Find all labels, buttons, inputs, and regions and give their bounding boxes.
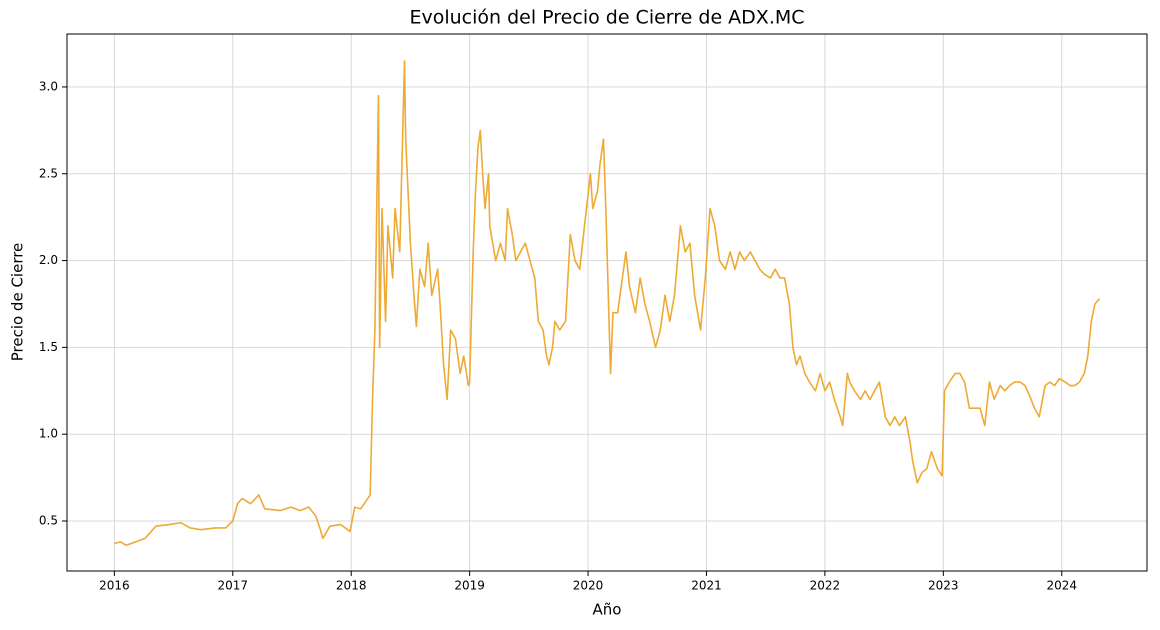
x-axis-label: Año [593, 601, 622, 619]
y-tick-label: 2.0 [39, 253, 58, 267]
x-tick-label: 2019 [454, 579, 485, 593]
y-tick-label: 0.5 [39, 513, 58, 527]
y-axis-label: Precio de Cierre [9, 243, 27, 362]
x-tick-label: 2018 [336, 579, 367, 593]
y-tick-label: 3.0 [39, 79, 58, 93]
chart-title: Evolución del Precio de Cierre de ADX.MC [409, 7, 804, 29]
x-tick-label: 2021 [691, 579, 722, 593]
y-tick-label: 1.0 [39, 427, 58, 441]
x-tick-label: 2023 [928, 579, 959, 593]
plot-frame [66, 33, 1148, 572]
x-tick-label: 2020 [573, 579, 604, 593]
x-tick-label: 2017 [218, 579, 249, 593]
x-tick-label: 2022 [810, 579, 841, 593]
y-tick-label: 1.5 [39, 340, 58, 354]
y-tick-label: 2.5 [39, 166, 58, 180]
x-tick-label: 2016 [99, 579, 130, 593]
x-tick-label: 2024 [1046, 579, 1077, 593]
price-line [114, 60, 1101, 547]
